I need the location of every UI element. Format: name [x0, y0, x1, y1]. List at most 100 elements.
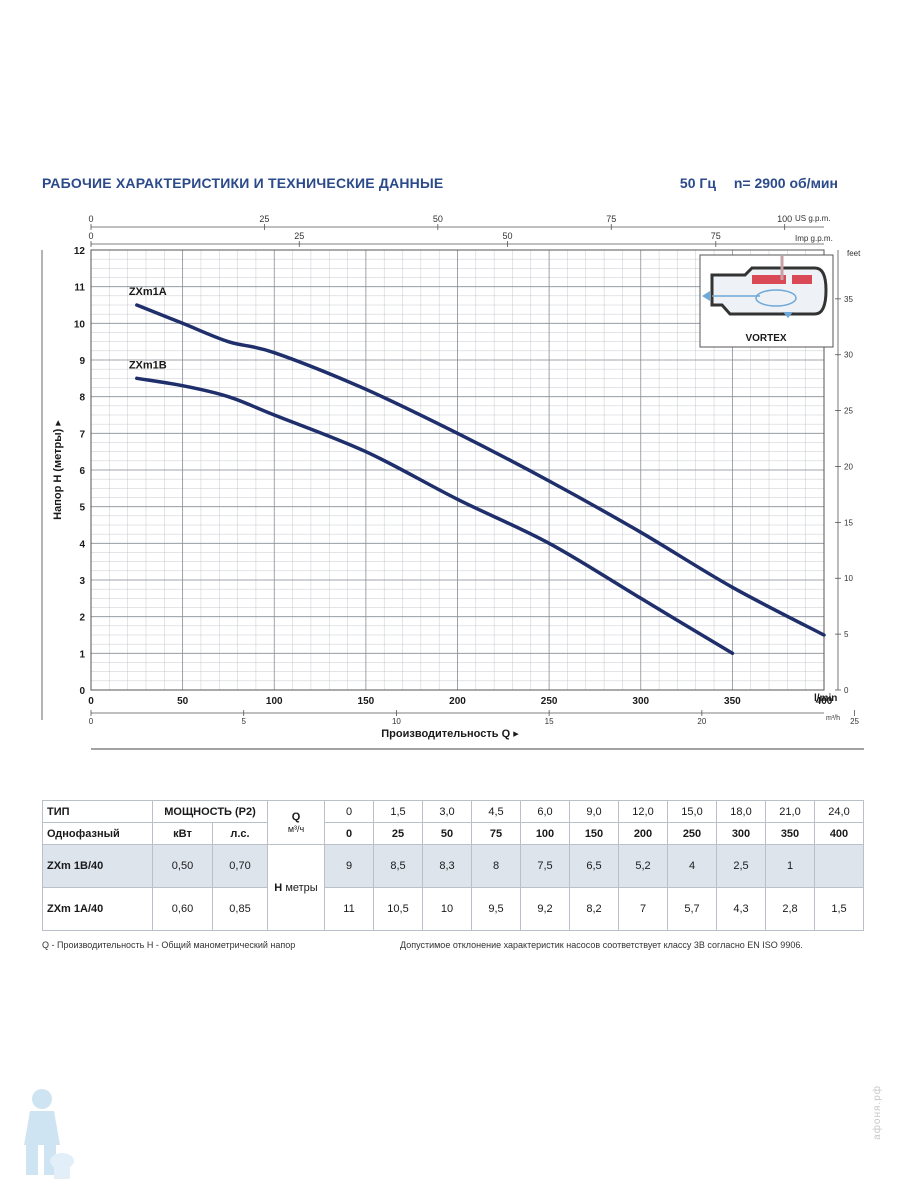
m3h-cell: 0	[324, 800, 374, 823]
model-cell: ZXm 1B/40	[42, 844, 153, 888]
us-gpm-unit: US g.p.m.	[795, 214, 831, 223]
imp-gpm-axis-tick-label: 50	[503, 231, 513, 241]
us-gpm-axis-tick-label: 25	[259, 214, 269, 224]
series-label: ZXm1B	[129, 359, 167, 371]
lmin-cell: 50	[422, 822, 472, 845]
x-unit-label: l/min	[814, 693, 837, 704]
hp-cell: 0,85	[212, 887, 268, 931]
lmin-cell: 300	[716, 822, 766, 845]
head-cell: 11	[324, 887, 374, 931]
speed-label: n= 2900 об/мин	[733, 175, 838, 191]
m3h-cell: 4,5	[471, 800, 521, 823]
performance-chart: 0 50 100 150 200 250 300 350 4000123456789101112…	[41, 214, 864, 750]
feet-axis-tick-label: 25	[844, 407, 853, 416]
head-cell: 10,5	[373, 887, 423, 931]
lmin-cell: 250	[667, 822, 717, 845]
imp-gpm-unit: Imp g.p.m.	[795, 234, 833, 243]
inflow-arrow-icon	[783, 312, 793, 318]
y-tick-label: 10	[74, 319, 86, 330]
feet-axis-tick-label: 5	[844, 630, 849, 639]
m3h-axis-tick-label: 0	[89, 717, 94, 726]
us-gpm-axis-tick-label: 50	[433, 214, 443, 224]
y-tick-label: 3	[79, 576, 85, 587]
m3h-cell: 12,0	[618, 800, 668, 823]
feet-axis-tick-label: 30	[844, 351, 853, 360]
x-tick-label: 250	[541, 696, 558, 707]
head-cell: 4,3	[716, 887, 766, 931]
y-tick-label: 0	[79, 686, 85, 697]
head-cell: 9,2	[520, 887, 570, 931]
y-tick-label: 7	[79, 429, 85, 440]
m3h-cell: 6,0	[520, 800, 570, 823]
m3h-axis-tick-label: 5	[241, 717, 246, 726]
table-row: ZXm 1A/40 0,60 0,85 11 10,5 10 9,5 9,2 8…	[42, 887, 864, 931]
hp-cell: 0,70	[212, 844, 268, 888]
m3h-cell: 9,0	[569, 800, 619, 823]
m3h-cell: 24,0	[814, 800, 864, 823]
feet-axis-tick-label: 0	[844, 686, 849, 695]
x-tick-label: 0	[88, 696, 94, 707]
outflow-arrow-icon	[702, 291, 710, 301]
head-cell: 8,3	[422, 844, 472, 888]
single-phase-header: Однофазный	[42, 822, 153, 845]
notes-right: Допустимое отклонение характеристик насо…	[400, 940, 803, 950]
lmin-cell: 75	[471, 822, 521, 845]
series-label: ZXm1A	[129, 286, 167, 298]
type-header: ТИП	[42, 800, 153, 823]
y-tick-label: 2	[79, 613, 85, 624]
x-tick-label: 350	[724, 696, 741, 707]
lmin-cell: 400	[814, 822, 864, 845]
us-gpm-axis-tick-label: 0	[88, 214, 93, 224]
m3h-cell: 15,0	[667, 800, 717, 823]
axes: 0 50 100 150 200 250 300 350 4000123456789101112…	[74, 214, 860, 726]
y-tick-label: 12	[74, 246, 86, 257]
head-cell: 8	[471, 844, 521, 888]
x-tick-label: 300	[632, 696, 649, 707]
h-header: Н метры	[267, 844, 325, 931]
y-tick-label: 6	[79, 466, 85, 477]
head-cell: 5,2	[618, 844, 668, 888]
kw-cell: 0,60	[152, 887, 213, 931]
head-cell: 2,8	[765, 887, 815, 931]
head-cell: 7,5	[520, 844, 570, 888]
kw-header: кВт	[152, 822, 213, 845]
head-cell: 9	[324, 844, 374, 888]
operating-conditions: 50 Гц n= 2900 об/мин	[666, 175, 838, 191]
series-line-ZXm1B	[135, 376, 735, 656]
m3h-cell: 1,5	[373, 800, 423, 823]
lmin-cell: 25	[373, 822, 423, 845]
imp-gpm-axis-tick-label: 0	[88, 231, 93, 241]
y-axis-title: Напор H (метры) ▸	[52, 420, 64, 520]
kw-cell: 0,50	[152, 844, 213, 888]
head-cell: 6,5	[569, 844, 619, 888]
lmin-cell: 100	[520, 822, 570, 845]
vortex-flow-icon	[755, 289, 797, 307]
plumber-mascot-icon	[24, 1089, 74, 1179]
lmin-cell: 350	[765, 822, 815, 845]
lmin-cell: 0	[324, 822, 374, 845]
y-tick-label: 8	[79, 393, 85, 404]
vortex-inset: VORTEX	[699, 254, 834, 348]
imp-gpm-axis-tick-label: 75	[711, 231, 721, 241]
us-gpm-axis-tick-label: 75	[606, 214, 616, 224]
m3h-axis-tick-label: 10	[392, 717, 401, 726]
table-row: ZXm 1B/40 0,50 0,70 Н метры 9 8,5 8,3 8 …	[42, 844, 864, 931]
power-header: МОЩНОСТЬ (P2)	[152, 800, 268, 823]
x-tick-label: 200	[449, 696, 466, 707]
us-gpm-axis-tick-label: 100	[777, 214, 792, 224]
feet-axis-tick-label: 35	[844, 295, 853, 304]
watermark: афоня.рф	[872, 1085, 883, 1140]
lmin-cell: 150	[569, 822, 619, 845]
y-tick-label: 11	[74, 283, 85, 294]
y-tick-label: 4	[79, 539, 85, 550]
x-tick-label: 150	[358, 696, 375, 707]
table-row: Однофазный кВт л.с. 0 25 50 75 100 150 2…	[42, 822, 864, 845]
notes-left: Q - Производительность H - Общий маномет…	[42, 940, 296, 950]
y-tick-label: 1	[79, 649, 85, 660]
plot-frame	[90, 249, 825, 691]
y-tick-label: 5	[79, 503, 85, 514]
head-cell: 10	[422, 887, 472, 931]
head-cell: 8,5	[373, 844, 423, 888]
